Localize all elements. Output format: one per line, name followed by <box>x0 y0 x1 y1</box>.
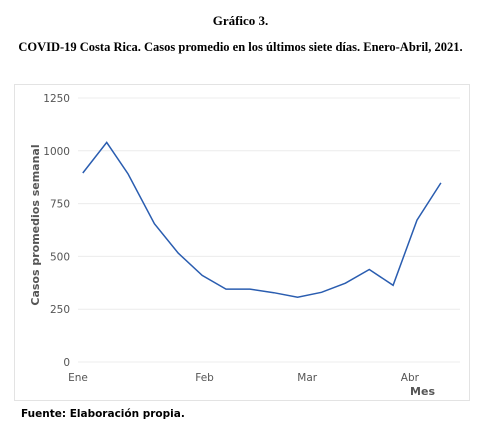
y-tick-label: 1000 <box>43 146 70 158</box>
y-tick-label: 250 <box>50 304 70 316</box>
x-axis-ticks: Ene Feb Mar Abr <box>68 372 419 384</box>
series-line <box>82 141 442 298</box>
x-tick-label: Ene <box>68 372 88 384</box>
y-tick-label: 500 <box>50 251 70 263</box>
y-tick-label: 1250 <box>43 93 70 105</box>
y-tick-label: 750 <box>50 199 70 211</box>
x-tick-label: Abr <box>401 372 420 384</box>
x-tick-label: Mar <box>297 372 317 384</box>
chart-container: 0 250 500 750 1000 1250 Ene Feb Mar Abr Casos pr… <box>14 84 470 401</box>
x-tick-label: Feb <box>195 372 214 384</box>
figure-title: COVID-19 Costa Rica. Casos promedio en l… <box>18 40 463 54</box>
line-chart: 0 250 500 750 1000 1250 Ene Feb Mar Abr Casos pr… <box>29 93 460 398</box>
y-tick-label: 0 <box>63 357 70 369</box>
figure-label: Gráfico 3. <box>212 13 269 28</box>
source-note: Fuente: Elaboración propia. <box>21 408 185 420</box>
x-axis-title: Mes <box>410 385 435 398</box>
y-axis-ticks: 0 250 500 750 1000 1250 <box>43 93 70 369</box>
chart-grid <box>78 97 460 363</box>
y-axis-title: Casos promedios semanal <box>29 144 42 305</box>
